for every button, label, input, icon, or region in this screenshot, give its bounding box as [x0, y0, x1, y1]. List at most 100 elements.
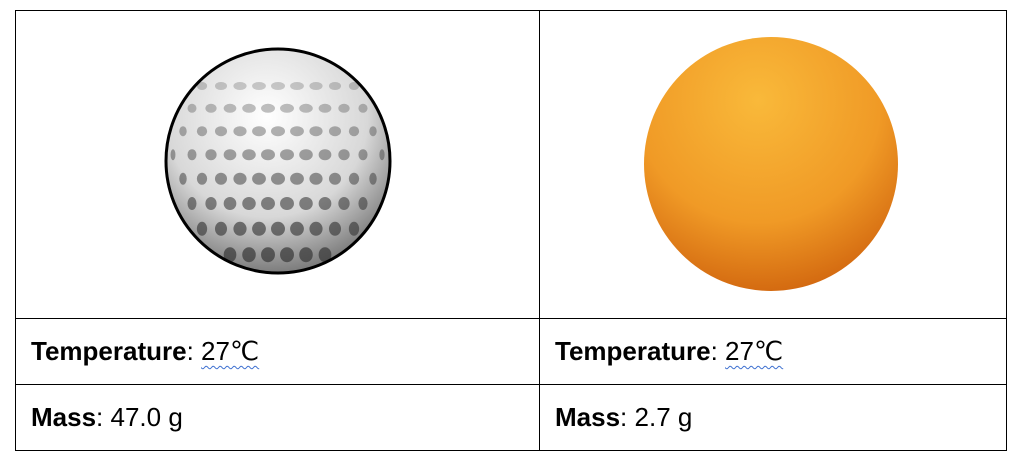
dimple — [223, 149, 237, 161]
dimple — [196, 82, 208, 90]
dimple — [328, 172, 342, 185]
dimple — [369, 126, 377, 137]
dimple — [242, 103, 256, 113]
dimple — [318, 149, 332, 161]
dimple — [179, 172, 187, 185]
value: 47.0 g — [110, 402, 183, 432]
dimple — [271, 126, 285, 137]
dimple — [187, 149, 197, 161]
dimple — [261, 149, 275, 161]
dimple — [205, 197, 217, 210]
dimple — [214, 221, 228, 236]
separator: : — [620, 402, 628, 432]
label: Mass — [31, 402, 97, 432]
dimple — [348, 126, 360, 137]
dimple — [280, 247, 294, 263]
dimple — [280, 103, 294, 113]
dimple — [196, 126, 208, 137]
dimple — [290, 221, 304, 236]
dimple — [318, 247, 332, 263]
dimple — [299, 247, 313, 263]
dimple — [242, 197, 256, 210]
dimple — [309, 82, 323, 90]
separator: : — [186, 336, 194, 366]
dimple — [233, 221, 247, 236]
dimple — [233, 82, 247, 90]
dimple — [214, 82, 228, 90]
dimple — [261, 197, 275, 210]
ping-pong-ball — [644, 37, 898, 291]
dimple — [205, 103, 217, 113]
dimple — [328, 126, 342, 137]
dimple — [179, 126, 187, 137]
dimple — [358, 197, 368, 210]
dimple — [369, 172, 377, 185]
dimple — [318, 103, 332, 113]
dimple — [358, 149, 368, 161]
dimple — [261, 247, 275, 263]
dimple — [280, 149, 294, 161]
label: Mass — [555, 402, 621, 432]
dimple — [196, 221, 208, 236]
dimple — [290, 126, 304, 137]
dimple — [338, 197, 350, 210]
golf-ball-cell — [15, 10, 540, 319]
dimple — [290, 82, 304, 90]
dimple — [348, 172, 360, 185]
value: 27℃ — [201, 336, 260, 366]
dimple — [328, 82, 342, 90]
cell: Mass: 2.7 g — [539, 384, 1007, 451]
dimple — [223, 103, 237, 113]
dimple — [318, 197, 332, 210]
dimple — [299, 103, 313, 113]
dimple — [233, 126, 247, 137]
dimple — [252, 126, 266, 137]
dimple — [223, 247, 237, 263]
dimple — [214, 172, 228, 185]
dimple — [187, 103, 197, 113]
dimple — [223, 197, 237, 210]
dimple — [271, 172, 285, 185]
dimple — [290, 172, 304, 185]
dimple — [299, 149, 313, 161]
label: Temperature — [555, 336, 711, 366]
ping-pong-ball-cell — [539, 10, 1007, 319]
cell: Mass: 47.0 g — [15, 384, 540, 451]
label: Temperature — [31, 336, 187, 366]
dimple — [233, 172, 247, 185]
dimple — [242, 247, 256, 263]
dimple — [252, 172, 266, 185]
value: 27℃ — [725, 336, 784, 366]
dimple — [187, 197, 197, 210]
dimple — [348, 82, 360, 90]
dimple — [242, 149, 256, 161]
dimple — [309, 221, 323, 236]
dimple — [309, 172, 323, 185]
dimple — [348, 221, 360, 236]
dimple — [299, 197, 313, 210]
cell: Temperature: 27℃ — [539, 318, 1007, 385]
dimple — [252, 221, 266, 236]
dimple — [379, 149, 385, 161]
separator: : — [710, 336, 718, 366]
cell: Temperature: 27℃ — [15, 318, 540, 385]
separator: : — [96, 402, 104, 432]
dimple — [358, 103, 368, 113]
dimple — [205, 149, 217, 161]
dimple — [170, 149, 176, 161]
value: 2.7 g — [634, 402, 693, 432]
dimple — [252, 82, 266, 90]
dimple — [261, 103, 275, 113]
dimple — [214, 126, 228, 137]
dimple — [271, 221, 285, 236]
dimple — [280, 197, 294, 210]
dimple — [196, 172, 208, 185]
dimple — [309, 126, 323, 137]
dimple — [338, 149, 350, 161]
ball-table: Temperature: 27℃ Temperature: 27℃ Mass: … — [15, 10, 1007, 451]
dimple — [328, 221, 342, 236]
dimple — [338, 103, 350, 113]
golf-ball — [164, 47, 392, 275]
dimple — [271, 82, 285, 90]
